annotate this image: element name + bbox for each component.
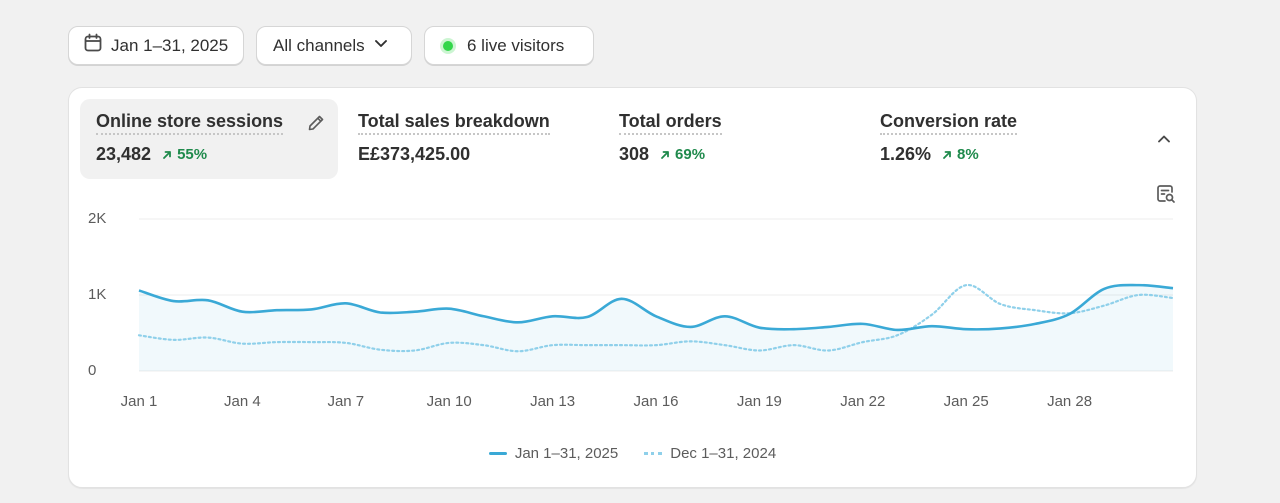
x-tick-label: Jan 28	[1047, 393, 1093, 410]
report-search-icon[interactable]	[1155, 183, 1177, 210]
metric-title: Total orders	[619, 111, 722, 135]
dotted-line-swatch	[644, 452, 663, 455]
metric-conversion-rate[interactable]: Conversion rate 1.26% 8%	[864, 99, 1122, 179]
chevron-up-icon[interactable]	[1155, 130, 1173, 153]
date-range-label: Jan 1–31, 2025	[111, 35, 229, 55]
legend-label: Jan 1–31, 2025	[514, 445, 619, 462]
y-tick-label: 2K	[88, 210, 107, 227]
series-line-previous	[137, 284, 1175, 353]
x-tick-label: Jan 1	[120, 393, 158, 410]
metric-value: 1.26%	[880, 144, 932, 164]
metric-change: 69%	[659, 146, 705, 163]
metric-value: 23,482	[96, 144, 152, 164]
legend-current-period[interactable]: Jan 1–31, 2025	[488, 445, 619, 462]
metric-total-orders[interactable]: Total orders 308 69%	[603, 99, 861, 179]
date-range-button[interactable]: Jan 1–31, 2025	[68, 26, 244, 65]
metric-change-value: 55%	[177, 146, 208, 163]
metric-value: E£373,425.00	[358, 144, 471, 164]
metric-title: Online store sessions	[96, 111, 284, 135]
chevron-down-icon	[373, 35, 389, 56]
y-tick-label: 0	[88, 362, 97, 379]
channels-dropdown[interactable]: All channels	[256, 26, 412, 65]
live-status-dot	[443, 40, 453, 51]
series-line-current	[138, 283, 1174, 332]
metric-value: 308	[619, 144, 650, 164]
arrow-up-right-icon	[163, 150, 171, 159]
x-tick-label: Jan 7	[327, 393, 365, 410]
metric-change-value: 69%	[675, 146, 706, 163]
metric-online-store-sessions[interactable]: Online store sessions 23,482 55%	[80, 99, 338, 179]
live-visitors-button[interactable]: 6 live visitors	[424, 26, 594, 65]
x-tick-label: Jan 4	[224, 393, 261, 410]
x-tick-label: Jan 13	[530, 393, 576, 410]
arrow-up-right-icon	[661, 150, 669, 159]
metric-total-sales-breakdown[interactable]: Total sales breakdown E£373,425.00	[342, 99, 600, 179]
x-tick-label: Jan 16	[633, 393, 679, 410]
sessions-line-chart	[137, 218, 1175, 372]
live-visitors-label: 6 live visitors	[467, 35, 565, 55]
metric-change: 8%	[941, 146, 979, 163]
chart-legend: Jan 1–31, 2025 Dec 1–31, 2024	[69, 445, 1196, 462]
solid-line-swatch	[488, 452, 507, 455]
legend-previous-period[interactable]: Dec 1–31, 2024	[644, 445, 776, 462]
pencil-icon[interactable]	[306, 113, 326, 138]
y-tick-label: 1K	[88, 286, 107, 303]
channels-label: All channels	[273, 35, 365, 55]
calendar-icon	[83, 33, 103, 58]
x-tick-label: Jan 10	[426, 393, 472, 410]
metric-title: Total sales breakdown	[358, 111, 550, 135]
metric-title: Conversion rate	[880, 111, 1018, 135]
series-area-current	[139, 285, 1173, 371]
arrow-up-right-icon	[943, 150, 951, 159]
x-tick-label: Jan 22	[840, 393, 886, 410]
analytics-card: Online store sessions 23,482 55% Total s…	[68, 87, 1197, 488]
x-tick-label: Jan 19	[736, 393, 782, 410]
metric-change-value: 8%	[957, 146, 979, 163]
legend-label: Dec 1–31, 2024	[670, 445, 777, 462]
metric-change: 55%	[161, 146, 207, 163]
x-tick-label: Jan 25	[943, 393, 989, 410]
